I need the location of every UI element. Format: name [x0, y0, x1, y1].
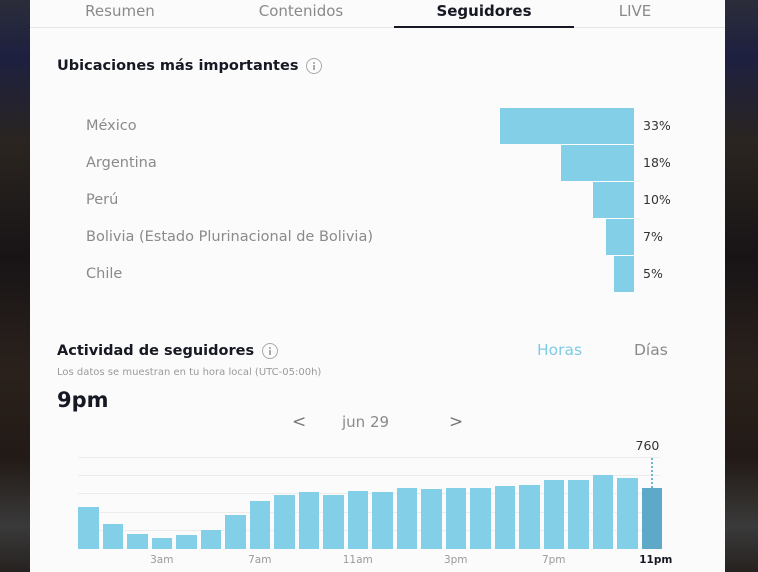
activity-bar[interactable] — [249, 501, 270, 549]
activity-bar[interactable] — [102, 524, 123, 549]
activity-chart[interactable]: 760 3am 7am 11am 3pm 7pm 11pm — [78, 438, 672, 570]
activity-bar[interactable] — [494, 486, 515, 549]
tab-resumen[interactable]: Resumen — [85, 2, 155, 20]
activity-bar[interactable] — [592, 475, 613, 549]
activity-bar[interactable] — [617, 478, 638, 549]
location-bar — [606, 219, 634, 255]
highlight-value: 760 — [635, 438, 660, 453]
location-name: Bolivia (Estado Plurinacional de Bolivia… — [86, 229, 373, 245]
location-bar — [561, 145, 634, 181]
location-percent: 33% — [643, 118, 671, 133]
location-bar — [593, 182, 634, 218]
location-row: México 33% — [30, 108, 725, 144]
location-name: México — [86, 118, 137, 134]
analytics-panel: Resumen Contenidos Seguidores LIVE Ubica… — [30, 0, 725, 572]
activity-bar[interactable] — [641, 488, 662, 549]
location-row: Argentina 18% — [30, 145, 725, 181]
location-bar — [614, 256, 634, 292]
activity-bar[interactable] — [347, 491, 368, 549]
activity-bar[interactable] — [470, 488, 491, 549]
location-name: Argentina — [86, 155, 157, 171]
gridline — [78, 457, 660, 458]
activity-bar[interactable] — [200, 530, 221, 549]
location-percent: 10% — [643, 192, 671, 207]
timezone-note: Los datos se muestran en tu hora local (… — [57, 367, 322, 378]
location-percent: 18% — [643, 155, 671, 170]
location-name: Chile — [86, 266, 123, 282]
location-bar — [500, 108, 634, 144]
activity-bar[interactable] — [274, 495, 295, 549]
location-name: Perú — [86, 192, 119, 208]
activity-bar[interactable] — [445, 488, 466, 549]
activity-bar[interactable] — [421, 489, 442, 549]
location-percent: 7% — [643, 229, 663, 244]
activity-bar[interactable] — [298, 492, 319, 549]
activity-bar[interactable] — [225, 515, 246, 549]
location-row: Bolivia (Estado Plurinacional de Bolivia… — [30, 219, 725, 255]
activity-bar[interactable] — [568, 480, 589, 549]
x-axis-label: 7am — [248, 554, 272, 566]
info-icon[interactable] — [262, 343, 279, 359]
chevron-left-icon[interactable]: < — [292, 412, 307, 432]
chevron-right-icon[interactable]: > — [449, 412, 464, 432]
activity-bar[interactable] — [78, 507, 99, 549]
highlight-marker-line — [650, 458, 653, 488]
gridline — [78, 512, 660, 513]
info-icon[interactable] — [306, 58, 323, 74]
x-axis-label: 7pm — [541, 554, 566, 566]
activity-title: Actividad de seguidores — [57, 343, 279, 359]
activity-bar[interactable] — [323, 495, 344, 549]
x-axis-label: 11am — [342, 554, 373, 566]
gridline — [78, 530, 660, 531]
location-row: Perú 10% — [30, 182, 725, 218]
toggle-days[interactable]: Días — [634, 341, 668, 359]
x-axis-label: 11pm — [639, 554, 673, 566]
location-row: Chile 5% — [30, 256, 725, 292]
date-navigator: < jun 29 > — [292, 410, 464, 434]
location-percent: 5% — [643, 266, 663, 281]
activity-bar[interactable] — [372, 492, 393, 549]
gridline — [78, 475, 660, 476]
gridline — [78, 493, 660, 494]
selected-time: 9pm — [57, 388, 109, 412]
tab-seguidores[interactable]: Seguidores — [394, 0, 574, 28]
activity-bar[interactable] — [519, 485, 540, 549]
activity-bar[interactable] — [543, 480, 564, 549]
x-axis-label: 3pm — [443, 554, 468, 566]
x-axis-label: 3am — [150, 554, 174, 566]
activity-bar[interactable] — [127, 534, 148, 549]
locations-title: Ubicaciones más importantes — [57, 58, 323, 74]
tab-contenidos[interactable]: Contenidos — [258, 2, 344, 20]
tab-bar: Resumen Contenidos Seguidores LIVE — [30, 0, 725, 28]
date-label: jun 29 — [342, 413, 390, 431]
tab-live[interactable]: LIVE — [618, 2, 652, 20]
activity-bar[interactable] — [396, 488, 417, 549]
toggle-hours[interactable]: Horas — [537, 341, 583, 359]
activity-bar[interactable] — [176, 535, 197, 549]
activity-bar[interactable] — [151, 538, 172, 549]
